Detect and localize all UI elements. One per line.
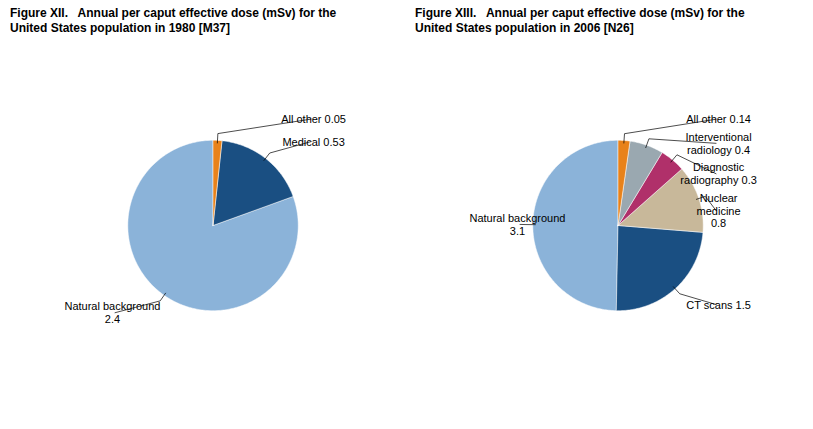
svg-text:Diagnosticradiography 0.3: Diagnosticradiography 0.3 [680,161,756,186]
svg-text:Medical 0.53: Medical 0.53 [282,136,344,148]
svg-text:All other 0.05: All other 0.05 [281,113,346,125]
svg-text:Natural background2.4: Natural background2.4 [64,300,160,325]
svg-text:All other 0.14: All other 0.14 [686,113,751,125]
svg-text:Nuclearmedicine0.8: Nuclearmedicine0.8 [697,192,741,229]
svg-text:CT scans 1.5: CT scans 1.5 [686,299,751,311]
svg-text:Interventionalradiology 0.4: Interventionalradiology 0.4 [686,131,752,156]
svg-text:Natural background3.1: Natural background3.1 [469,212,565,237]
html-text:Figure XII. Annual per caput e: Figure XII. Annual per caput effective d… [10,6,337,35]
html-text:Figure XIII. Annual per caput: Figure XIII. Annual per caput effective … [415,6,745,35]
